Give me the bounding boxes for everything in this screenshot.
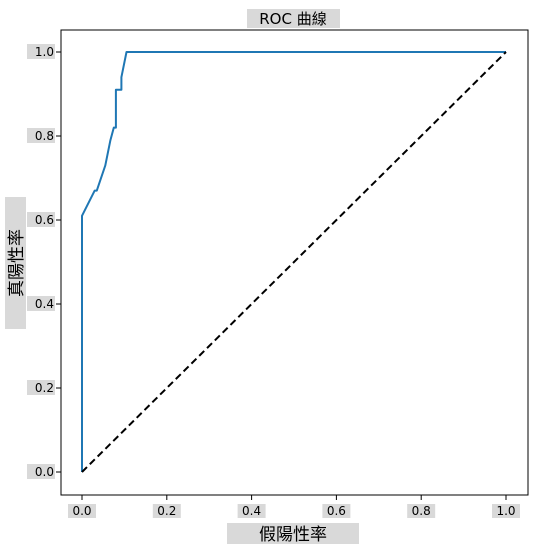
plot-frame [60,29,529,496]
y-tick-label-bg [27,44,55,59]
x-axis-title-bg [227,523,359,544]
x-tick-label: 1.0 [496,504,515,518]
y-tick-label: 0.4 [35,297,54,311]
x-tick-label-bg [322,504,351,518]
y-axis-title: 真陽性率 [7,229,27,297]
x-tick-label: 0.0 [72,504,91,518]
y-tick-label: 0.6 [35,213,54,227]
x-tick-label-bg [237,504,266,518]
x-ticks: 0.0 0.2 0.4 0.6 0.8 1.0 [68,495,520,518]
roc-curve-line [81,51,506,472]
y-tick-label: 0.0 [35,465,54,479]
x-tick-label: 0.6 [327,504,346,518]
x-tick-label-bg [68,504,96,518]
diagonal-reference-line [81,51,507,473]
x-tick-label-bg [492,504,520,518]
chart-title-bg [247,9,340,28]
chart-title: ROC 曲線 [259,10,326,28]
y-tick-label-bg [27,212,55,227]
y-tick-label-bg [27,464,55,479]
x-tick-label: 0.8 [412,504,431,518]
y-tick-label: 0.8 [35,129,54,143]
y-tick-label: 1.0 [35,45,54,59]
x-tick-label-bg [407,504,436,518]
x-tick-label: 0.4 [242,504,261,518]
y-tick-label-bg [27,128,55,143]
x-axis-title: 假陽性率 [259,525,327,545]
x-tick-label-bg [152,504,181,518]
x-tick-label: 0.2 [157,504,176,518]
series-layer [81,51,507,473]
y-tick-label-bg [27,380,55,395]
y-tick-label: 0.2 [35,381,54,395]
y-tick-label-bg [27,296,55,311]
y-axis-title-bg [5,197,26,329]
y-ticks: 0.0 0.2 0.4 0.6 0.8 1.0 [27,44,61,479]
